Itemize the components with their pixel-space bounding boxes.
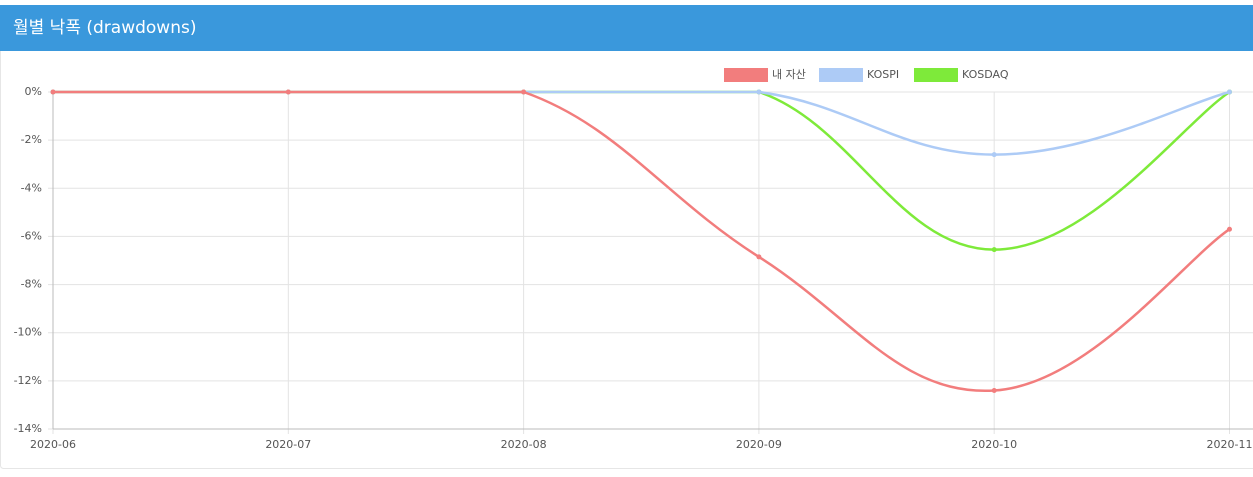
data-point [756,254,762,260]
data-point [50,89,56,95]
legend-label: KOSPI [867,68,899,81]
data-point [991,247,997,253]
data-point [756,89,762,95]
x-tick-label: 2020-07 [265,438,311,451]
legend-swatch [819,68,863,82]
y-tick-label: 0% [25,85,42,98]
x-tick-label: 2020-08 [501,438,547,451]
x-tick-label: 2020-10 [971,438,1017,451]
panel-header [0,5,1253,51]
panel-title: 월별 낙폭 (drawdowns) [13,18,196,38]
y-tick-label: -8% [21,278,42,291]
y-tick-label: -4% [21,181,42,194]
x-tick-label: 2020-09 [736,438,782,451]
x-tick-label: 2020-06 [30,438,76,451]
data-point [285,89,291,95]
data-point [1227,89,1232,95]
legend-swatch [914,68,958,82]
y-tick-label: -14% [14,422,42,435]
y-tick-label: -10% [14,326,42,339]
data-point [1227,226,1232,232]
y-tick-label: -6% [21,229,42,242]
data-point [521,89,527,95]
series-line [53,90,1231,392]
y-tick-label: -12% [14,374,42,387]
y-tick-label: -2% [21,133,42,146]
x-tick-label: 2020-11 [1207,438,1253,451]
panel-border [0,5,1253,469]
legend-swatch [724,68,768,82]
legend-label: KOSDAQ [962,68,1009,81]
data-point [991,152,997,158]
data-point [991,387,997,393]
legend-label: 내 자산 [772,68,806,81]
